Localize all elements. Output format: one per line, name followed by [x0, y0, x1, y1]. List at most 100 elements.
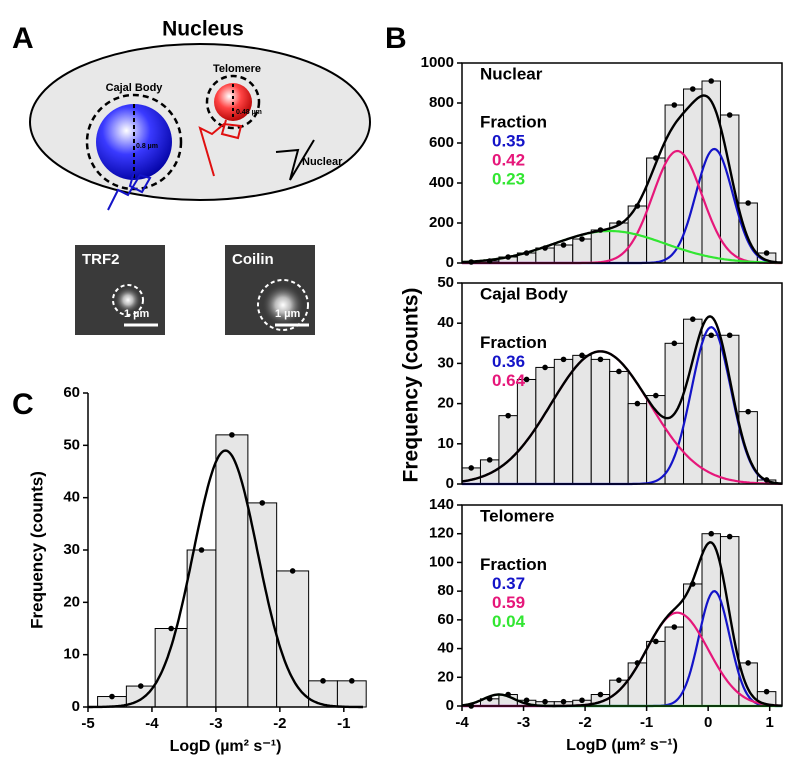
y-tick-label: 600 — [429, 134, 454, 151]
fraction-value: 0.42 — [492, 150, 525, 169]
data-point — [616, 677, 622, 683]
y-tick-label: 120 — [429, 525, 454, 542]
fit-total — [461, 541, 783, 708]
fraction-title: Fraction — [480, 555, 547, 574]
y-tick-label: 20 — [63, 593, 80, 610]
bar — [701, 334, 721, 485]
data-point — [468, 465, 475, 471]
fraction-value: 0.23 — [492, 169, 525, 188]
fraction-value: 0.04 — [492, 612, 526, 631]
trajectory — [198, 119, 243, 177]
y-tick-label: 60 — [437, 611, 454, 628]
fit-total — [461, 315, 783, 485]
bar — [683, 583, 703, 707]
y-tick-label: 400 — [429, 174, 454, 191]
panel-title: Telomere — [480, 506, 554, 525]
y-tick-label: 0 — [446, 475, 454, 492]
data-point — [523, 376, 530, 383]
panel-title: Cajal Body — [480, 284, 568, 303]
data-point — [523, 697, 530, 704]
panel-label: A — [12, 22, 34, 55]
bar — [215, 434, 249, 708]
data-point — [689, 86, 696, 92]
bar — [590, 229, 611, 264]
panel-label: B — [385, 22, 407, 55]
bar — [154, 628, 188, 708]
telomere-boundary — [205, 74, 261, 130]
label: Nuclear — [302, 156, 343, 168]
scale-label: 1 µm — [124, 308, 150, 320]
bar — [683, 88, 703, 264]
x-axis-title: LogD (µm² s⁻¹) — [566, 737, 678, 754]
y-tick-label: 100 — [429, 553, 454, 570]
bar — [498, 415, 518, 485]
data-point — [468, 259, 475, 265]
y-tick-label: 40 — [437, 640, 454, 657]
x-tick-label: 0 — [704, 714, 712, 731]
data-point — [198, 547, 205, 553]
data-point — [542, 698, 548, 705]
data-point — [726, 112, 733, 118]
bar — [738, 411, 758, 485]
data-point — [634, 660, 641, 666]
x-axis-title: LogD (µm² s⁻¹) — [170, 738, 282, 755]
data-point — [616, 368, 622, 375]
data-point — [634, 203, 641, 209]
data-point — [708, 78, 715, 84]
y-axis-title: Frequency (counts) — [27, 471, 46, 629]
y-tick-label: 30 — [437, 354, 454, 371]
image-label: TRF2 — [82, 251, 120, 268]
size-label: 0.8 µm — [136, 143, 158, 150]
data-point — [505, 691, 511, 698]
data-point — [708, 530, 715, 537]
data-point — [579, 236, 585, 242]
fraction-value: 0.64 — [492, 371, 526, 390]
y-tick-label: 20 — [437, 668, 454, 685]
fraction-value: 0.59 — [492, 593, 525, 612]
bar — [590, 358, 611, 485]
y-tick-label: 140 — [429, 496, 454, 513]
y-tick-label: 60 — [63, 384, 80, 401]
fraction-value: 0.36 — [492, 352, 525, 371]
bar — [627, 662, 648, 707]
x-tick-label: -1 — [640, 714, 653, 731]
y-tick-label: 30 — [63, 541, 80, 558]
y-tick-label: 0 — [72, 698, 80, 715]
x-tick-label: -5 — [81, 715, 94, 732]
y-tick-label: 0 — [446, 697, 454, 714]
y-tick-label: 40 — [437, 314, 454, 331]
data-point — [523, 250, 530, 256]
data-point — [597, 227, 604, 233]
data-point — [653, 638, 659, 645]
y-tick-label: 50 — [63, 436, 80, 453]
data-point — [763, 688, 770, 695]
fraction-value: 0.35 — [492, 131, 525, 150]
data-point — [726, 332, 733, 339]
data-point — [671, 624, 678, 630]
label: Cajal Body — [106, 82, 164, 94]
y-tick-label: 200 — [429, 214, 454, 231]
x-tick-label: -2 — [578, 714, 591, 731]
size-label: 0.48 µm — [236, 109, 262, 116]
bar — [247, 502, 278, 708]
data-point — [486, 457, 493, 463]
data-point — [560, 242, 567, 248]
data-point — [109, 693, 115, 700]
x-tick-label: -4 — [455, 714, 469, 731]
data-point — [745, 660, 751, 666]
x-tick-label: -2 — [273, 715, 286, 732]
micrographs: TRF2 1 µm Coilin 1 µm — [75, 245, 315, 335]
data-point — [289, 568, 296, 574]
bar — [336, 680, 367, 708]
y-tick-label: 10 — [437, 435, 454, 452]
data-point — [542, 245, 548, 251]
data-point — [653, 155, 659, 161]
fit-total — [461, 94, 783, 264]
data-point — [560, 698, 567, 705]
trajectory — [275, 139, 315, 181]
bar — [308, 680, 338, 708]
bar — [646, 640, 666, 707]
spot — [114, 286, 142, 314]
plot-frame — [461, 504, 783, 707]
